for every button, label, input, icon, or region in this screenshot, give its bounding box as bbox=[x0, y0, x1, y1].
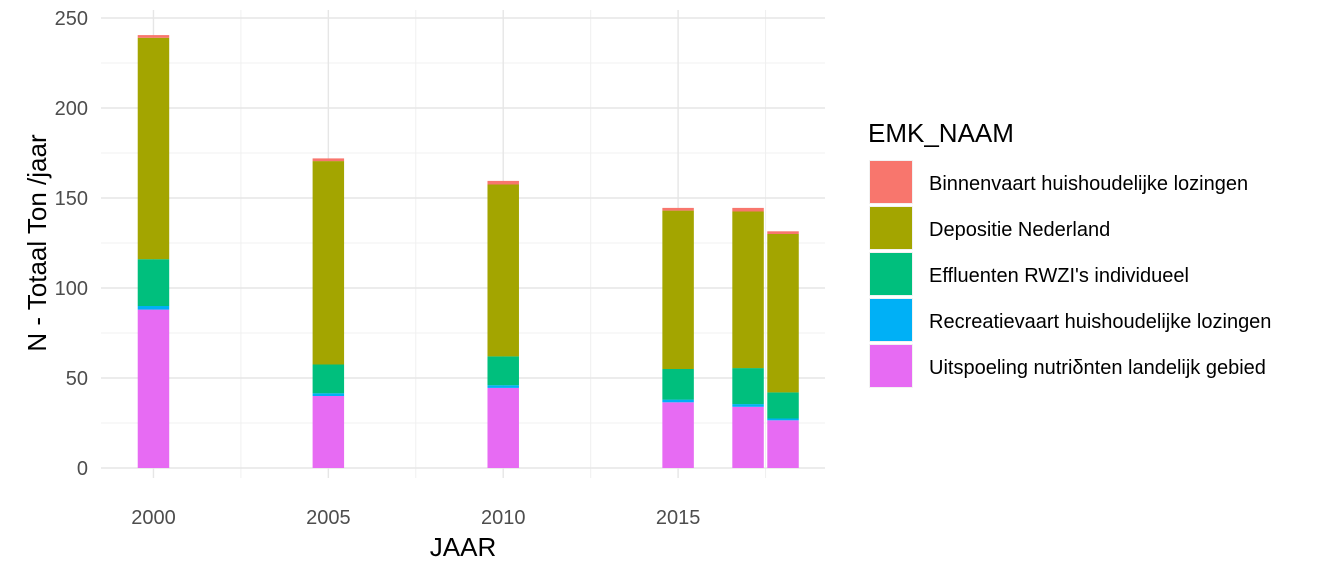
legend-swatch bbox=[870, 345, 912, 387]
bar-segment bbox=[662, 399, 694, 403]
minor-gridlines bbox=[101, 10, 825, 478]
bars-layer bbox=[137, 35, 799, 468]
bar-segment bbox=[487, 385, 519, 388]
legend-items: Binnenvaart huishoudelijke lozingen Depos… bbox=[869, 160, 1271, 388]
y-tick-label: 0 bbox=[77, 458, 88, 480]
y-tick-label: 100 bbox=[55, 278, 88, 300]
legend-swatch bbox=[870, 299, 912, 341]
bar-segment bbox=[312, 158, 345, 162]
bar-segment bbox=[767, 234, 799, 393]
bar-segment bbox=[767, 420, 799, 468]
bar-segment bbox=[487, 387, 519, 468]
legend-label: Effluenten RWZI's individueel bbox=[929, 265, 1189, 287]
legend-swatch bbox=[870, 161, 912, 203]
bar-segment bbox=[732, 406, 764, 468]
x-tick-label: 2010 bbox=[481, 507, 526, 529]
y-axis-tick-labels: 0 50 100 150 200 250 bbox=[55, 8, 88, 480]
x-axis-tick-labels: 2000 2005 2010 2015 bbox=[131, 507, 700, 529]
bar-segment bbox=[137, 306, 170, 310]
legend-label: Recreatievaart huishoudelijke lozingen bbox=[929, 311, 1271, 333]
x-axis-title: JAAR bbox=[430, 532, 496, 562]
bar-segment bbox=[662, 210, 694, 369]
legend-swatch bbox=[870, 207, 912, 249]
bar-segment bbox=[732, 211, 764, 369]
x-tick-label: 2000 bbox=[131, 507, 176, 529]
legend: EMK_NAAM Binnenvaart huishoudelijke lozi… bbox=[868, 118, 1271, 388]
bar-segment bbox=[662, 207, 694, 211]
y-tick-label: 150 bbox=[55, 188, 88, 210]
bar-segment bbox=[487, 180, 519, 185]
bar-segment bbox=[312, 396, 345, 468]
bar-segment bbox=[137, 35, 170, 38]
bar-segment bbox=[767, 392, 799, 419]
major-gridlines bbox=[101, 10, 825, 478]
bar-segment bbox=[767, 418, 799, 421]
bar-segment bbox=[487, 356, 519, 386]
x-tick-label: 2015 bbox=[656, 507, 701, 529]
bar-segment bbox=[732, 368, 764, 405]
bar-segment bbox=[137, 309, 170, 468]
y-tick-label: 50 bbox=[66, 368, 88, 390]
y-tick-label: 200 bbox=[55, 98, 88, 120]
bar-segment bbox=[137, 37, 170, 260]
x-tick-label: 2005 bbox=[306, 507, 351, 529]
bar-segment bbox=[487, 184, 519, 357]
legend-label: Uitspoeling nutriδnten landelijk gebied bbox=[929, 357, 1266, 379]
legend-label: Depositie Nederland bbox=[929, 219, 1110, 241]
bar-segment bbox=[312, 393, 345, 396]
bar-segment bbox=[312, 364, 345, 394]
y-axis-title: N - Totaal Ton /jaar bbox=[22, 134, 52, 352]
bar-segment bbox=[137, 259, 170, 306]
legend-label: Binnenvaart huishoudelijke lozingen bbox=[929, 173, 1248, 195]
legend-title: EMK_NAAM bbox=[868, 118, 1014, 148]
bar-segment bbox=[312, 161, 345, 365]
bar-segment bbox=[662, 369, 694, 400]
bar-segment bbox=[732, 207, 764, 212]
y-tick-label: 250 bbox=[55, 8, 88, 30]
bar-segment bbox=[662, 402, 694, 468]
legend-swatch bbox=[870, 253, 912, 295]
bar-segment bbox=[732, 404, 764, 407]
bar-segment bbox=[767, 231, 799, 234]
